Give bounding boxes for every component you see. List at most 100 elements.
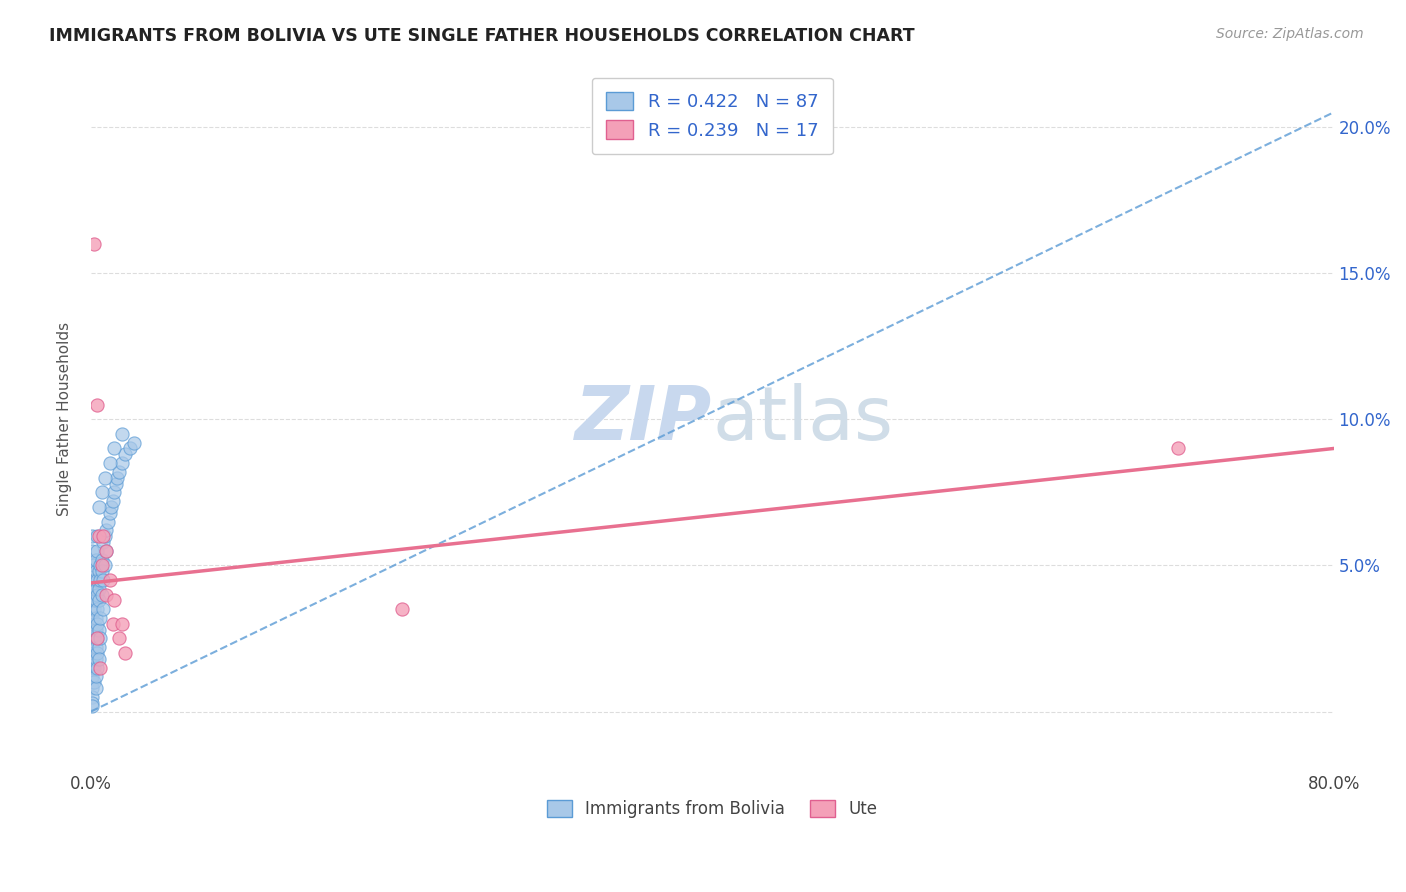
Point <box>83 661 105 675</box>
Point <box>89 632 111 646</box>
Point <box>101 616 124 631</box>
Point <box>96 543 118 558</box>
Point <box>82 611 104 625</box>
Point <box>82 646 104 660</box>
Point <box>93 529 115 543</box>
Point <box>89 573 111 587</box>
Point <box>87 582 110 596</box>
Point <box>104 476 127 491</box>
Point <box>83 558 105 573</box>
Point <box>97 515 120 529</box>
Point <box>87 564 110 578</box>
Point <box>83 593 105 607</box>
Point <box>94 471 117 485</box>
Point <box>98 456 121 470</box>
Point <box>90 485 112 500</box>
Point <box>87 652 110 666</box>
Point <box>84 552 107 566</box>
Point <box>86 529 108 543</box>
Legend: Immigrants from Bolivia, Ute: Immigrants from Bolivia, Ute <box>540 793 884 825</box>
Point <box>111 426 134 441</box>
Point <box>89 558 111 573</box>
Point <box>86 573 108 587</box>
Text: ZIP: ZIP <box>575 383 713 456</box>
Point <box>82 573 104 587</box>
Point <box>103 442 125 456</box>
Point <box>118 442 141 456</box>
Point <box>82 652 104 666</box>
Point <box>82 529 104 543</box>
Point <box>114 447 136 461</box>
Point <box>87 623 110 637</box>
Point <box>83 646 105 660</box>
Y-axis label: Single Father Households: Single Father Households <box>58 322 72 516</box>
Point <box>93 535 115 549</box>
Point <box>96 588 118 602</box>
Point <box>98 506 121 520</box>
Point <box>83 236 105 251</box>
Point <box>108 465 131 479</box>
Point <box>84 681 107 695</box>
Point <box>391 602 413 616</box>
Point <box>82 690 104 704</box>
Point <box>87 593 110 607</box>
Point <box>82 616 104 631</box>
Point <box>82 602 104 616</box>
Point <box>114 646 136 660</box>
Point <box>84 564 107 578</box>
Point <box>87 500 110 514</box>
Point <box>86 616 108 631</box>
Point <box>82 696 104 710</box>
Point <box>86 398 108 412</box>
Point <box>86 602 108 616</box>
Point <box>82 588 104 602</box>
Point <box>86 632 108 646</box>
Point <box>82 669 104 683</box>
Point <box>111 456 134 470</box>
Text: atlas: atlas <box>713 383 893 456</box>
Point <box>83 582 105 596</box>
Point <box>83 573 105 587</box>
Point <box>83 602 105 616</box>
Point <box>83 616 105 631</box>
Point <box>87 529 110 543</box>
Point <box>90 558 112 573</box>
Point <box>105 471 128 485</box>
Point <box>82 623 104 637</box>
Text: Source: ZipAtlas.com: Source: ZipAtlas.com <box>1216 27 1364 41</box>
Point <box>84 623 107 637</box>
Point <box>90 552 112 566</box>
Point <box>93 602 115 616</box>
Point <box>84 640 107 655</box>
Point <box>82 698 104 713</box>
Point <box>101 494 124 508</box>
Point <box>1167 442 1189 456</box>
Point <box>89 611 111 625</box>
Point <box>82 640 104 655</box>
Point <box>103 485 125 500</box>
Point <box>108 632 131 646</box>
Point <box>86 632 108 646</box>
Point <box>111 616 134 631</box>
Point <box>82 661 104 675</box>
Point <box>98 573 121 587</box>
Point <box>96 524 118 538</box>
Point <box>86 661 108 675</box>
Point <box>84 611 107 625</box>
Point <box>84 593 107 607</box>
Point <box>84 582 107 596</box>
Point <box>93 573 115 587</box>
Point <box>90 564 112 578</box>
Point <box>94 558 117 573</box>
Point <box>100 500 122 514</box>
Text: IMMIGRANTS FROM BOLIVIA VS UTE SINGLE FATHER HOUSEHOLDS CORRELATION CHART: IMMIGRANTS FROM BOLIVIA VS UTE SINGLE FA… <box>49 27 915 45</box>
Point <box>82 675 104 690</box>
Point <box>86 646 108 660</box>
Point <box>87 640 110 655</box>
Point <box>83 632 105 646</box>
Point <box>82 632 104 646</box>
Point <box>86 588 108 602</box>
Point <box>84 669 107 683</box>
Point <box>82 543 104 558</box>
Point <box>94 529 117 543</box>
